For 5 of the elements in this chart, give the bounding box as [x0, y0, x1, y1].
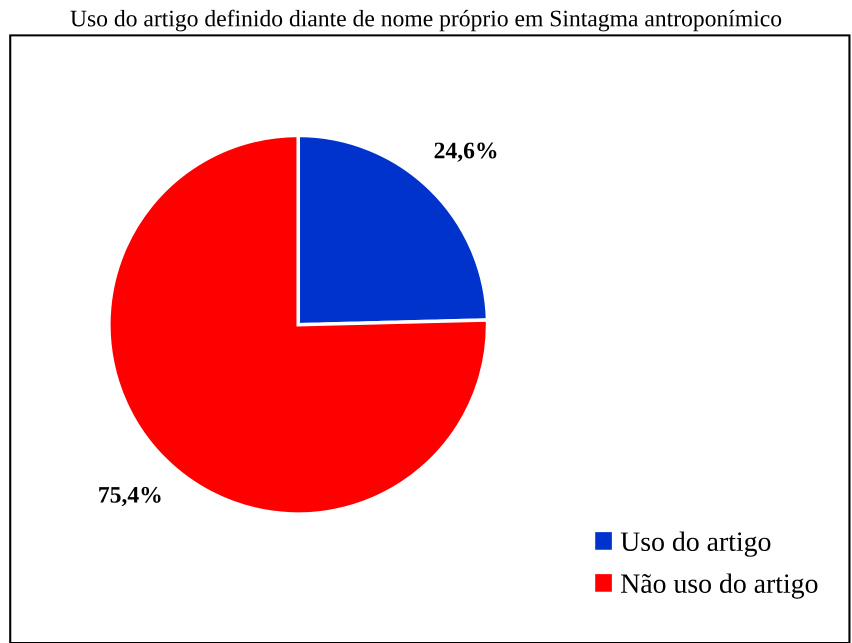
chart-title: Uso do artigo definido diante de nome próprio em Sintagma antroponímico: [70, 10, 782, 32]
data-label: 24,6%: [434, 142, 496, 162]
data-label: 75,4%: [99, 486, 161, 506]
legend-label: Uso do artigo: [620, 532, 770, 557]
legend-label: Não uso do artigo: [621, 573, 818, 599]
